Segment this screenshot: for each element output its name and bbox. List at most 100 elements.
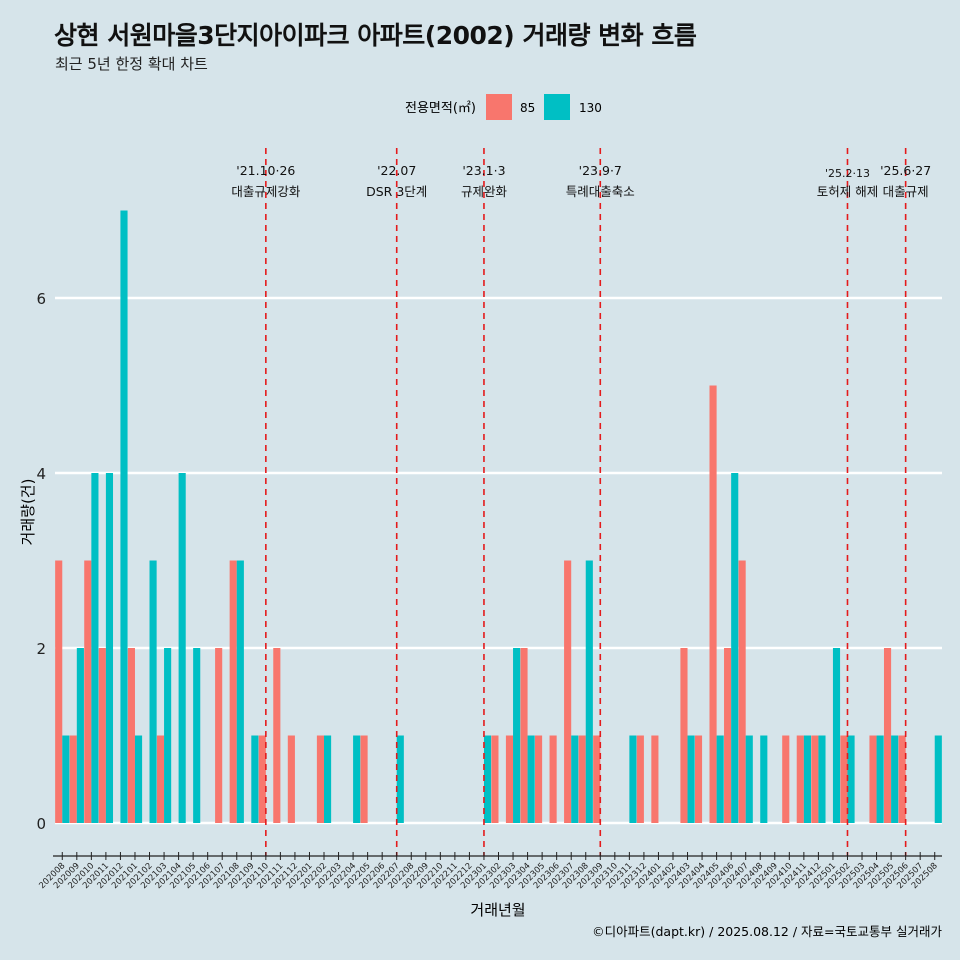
- bar-130-202103: [164, 648, 172, 823]
- chart-title: 상현 서원마을3단지아이파크 아파트(2002) 거래량 변화 흐름: [54, 21, 697, 50]
- bar-85-202107: [215, 648, 223, 823]
- bar-85-202110: [258, 735, 266, 823]
- bar-130-202012: [120, 210, 128, 823]
- bar-130-202102: [149, 560, 157, 823]
- bar-130-202504: [876, 735, 884, 823]
- event-date-202110: '21.10·26: [236, 163, 295, 178]
- bar-130-202304: [527, 735, 535, 823]
- event-date-202207: '22.07: [377, 163, 416, 178]
- bar-85-202309: [593, 735, 601, 823]
- y-axis: 0 2 4 6: [36, 290, 46, 833]
- bar-130-202204: [353, 735, 361, 823]
- legend-swatch-130: [544, 94, 570, 120]
- bar-85-202412: [811, 735, 819, 823]
- event-text-202506: 대출규제: [883, 184, 929, 199]
- bar-130-202108: [236, 560, 244, 823]
- bar-85-202302: [491, 735, 499, 823]
- legend-label-130: 130: [579, 101, 602, 115]
- event-date-202502: '25.2·13: [825, 167, 870, 180]
- bar-130-202403: [687, 735, 695, 823]
- legend-swatch-85: [486, 94, 512, 120]
- bar-85-202401: [651, 735, 659, 823]
- bar-130-202105: [193, 648, 201, 823]
- bar-85-202410: [782, 735, 790, 823]
- bar-130-202010: [91, 473, 99, 823]
- legend-label-85: 85: [520, 101, 535, 115]
- bars: [55, 210, 942, 823]
- bar-130-202308: [585, 560, 593, 823]
- event-text-202502: 토허제 해제: [817, 184, 878, 199]
- bar-130-202011: [105, 473, 114, 823]
- legend: 전용면적(㎡) 85 130: [405, 94, 602, 120]
- bar-85-202504: [869, 735, 877, 823]
- event-lines: '21.10·26 대출규제강화 '22.07 DSR 3단계 '23.1·3 규제완화 '…: [231, 148, 931, 856]
- y-tick-label-2: 2: [36, 640, 46, 658]
- bar-85-202502: [840, 735, 848, 823]
- y-tick-label-4: 4: [36, 465, 46, 483]
- bar-85-202305: [534, 735, 543, 823]
- event-date-202301: '23.1·3: [462, 163, 505, 178]
- y-axis-label: 거래량(건): [19, 479, 37, 546]
- bar-85-202202: [316, 735, 325, 823]
- bar-85-202101: [127, 648, 135, 823]
- bar-85-202306: [549, 735, 557, 823]
- bar-130-202502: [847, 735, 855, 823]
- bar-130-202405: [716, 735, 724, 823]
- bar-130-202109: [251, 735, 259, 823]
- bar-130-202207: [396, 735, 404, 823]
- event-date-202506: '25.6·27: [880, 163, 931, 178]
- bar-85-202404: [694, 735, 703, 823]
- bar-85-202303: [505, 735, 514, 823]
- y-tick-label-6: 6: [36, 290, 46, 308]
- bar-130-202009: [76, 648, 84, 823]
- bar-130-202008: [62, 735, 70, 823]
- bar-130-202307: [571, 735, 579, 823]
- bar-85-202505: [883, 648, 892, 823]
- caption: ©디아파트(dapt.kr) / 2025.08.12 / 자료=국토교통부 실…: [592, 924, 942, 939]
- y-tick-label-0: 0: [36, 815, 46, 833]
- bar-85-202406: [724, 648, 732, 823]
- bar-130-202412: [818, 735, 826, 823]
- bar-85-202011: [98, 648, 106, 823]
- bar-85-202010: [84, 560, 92, 823]
- event-text-202301: 규제완화: [461, 184, 508, 199]
- bar-85-202308: [578, 735, 586, 823]
- bar-85-202112: [287, 735, 295, 823]
- bar-85-202008: [55, 560, 63, 823]
- event-text-202309: 특례대출축소: [566, 184, 635, 199]
- bar-85-202205: [360, 735, 368, 823]
- bar-85-202009: [69, 735, 77, 823]
- bar-130-202101: [134, 735, 143, 823]
- x-axis-label: 거래년월: [470, 901, 525, 919]
- bar-85-202506: [898, 735, 906, 823]
- bar-130-202505: [891, 735, 899, 823]
- event-text-202110: 대출규제강화: [231, 184, 301, 199]
- bar-130-202202: [324, 735, 332, 823]
- bar-130-202508: [934, 735, 942, 823]
- bar-85-202111: [273, 648, 281, 823]
- x-axis: 2020082020092020102020112020122021012021…: [37, 852, 942, 891]
- bar-130-202408: [760, 735, 768, 823]
- bar-85-202403: [680, 648, 688, 823]
- bar-85-202108: [229, 560, 237, 823]
- event-date-202309: '23.9·7: [579, 163, 622, 178]
- bar-85-202307: [564, 560, 572, 823]
- bar-130-202406: [731, 473, 739, 823]
- bar-130-202301: [483, 735, 492, 823]
- chart-subtitle: 최근 5년 한정 확대 차트: [55, 55, 208, 73]
- bar-130-202311: [629, 735, 637, 823]
- bar-130-202104: [178, 473, 186, 823]
- bar-85-202405: [709, 385, 717, 823]
- bar-85-202407: [738, 560, 746, 823]
- bar-85-202312: [636, 735, 644, 823]
- bar-130-202303: [513, 648, 521, 823]
- bar-85-202411: [796, 735, 804, 823]
- bar-85-202304: [520, 648, 528, 823]
- bar-130-202407: [745, 735, 753, 823]
- event-text-202207: DSR 3단계: [366, 184, 427, 199]
- bar-130-202411: [803, 735, 811, 823]
- bar-130-202501: [832, 648, 841, 823]
- legend-title: 전용면적(㎡): [405, 101, 476, 116]
- bar-85-202103: [156, 735, 165, 823]
